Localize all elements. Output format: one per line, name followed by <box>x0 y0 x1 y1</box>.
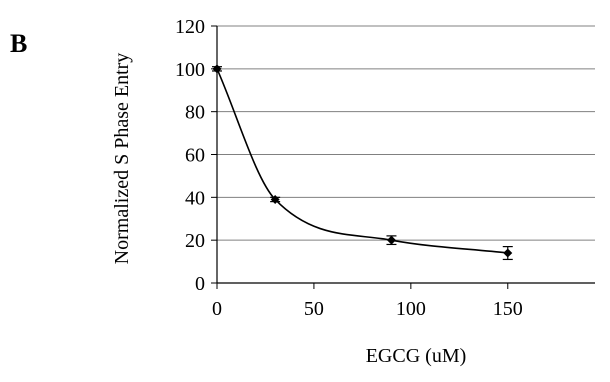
x-tick-label-150: 150 <box>493 298 523 320</box>
grid-lines <box>217 25 595 241</box>
y-tick-label-0: 0 <box>195 273 205 295</box>
x-tick-labels: 0 50 100 150 <box>212 298 523 320</box>
y-axis-title: Normalized S Phase Entry <box>111 53 133 265</box>
data-point-150 <box>503 248 513 258</box>
x-tick-label-0: 0 <box>212 298 222 320</box>
data-point-0 <box>212 64 222 74</box>
y-tick-label-20: 20 <box>185 230 205 252</box>
x-tick-label-100: 100 <box>396 298 426 320</box>
data-point-30 <box>270 194 280 204</box>
panel-label: B <box>10 29 27 58</box>
y-tick-labels: 0 20 40 60 80 100 120 <box>175 16 205 295</box>
axes <box>211 25 595 289</box>
data-series <box>212 64 513 261</box>
y-tick-label-100: 100 <box>175 59 205 81</box>
x-tick-label-50: 50 <box>304 298 324 320</box>
y-tick-label-120: 120 <box>175 16 205 38</box>
x-axis-title: EGCG (uM) <box>366 345 467 367</box>
y-tick-label-40: 40 <box>185 187 205 209</box>
y-tick-label-60: 60 <box>185 145 205 167</box>
series-0-line <box>216 68 508 254</box>
y-tick-label-80: 80 <box>185 102 205 124</box>
data-point-90 <box>386 235 396 245</box>
